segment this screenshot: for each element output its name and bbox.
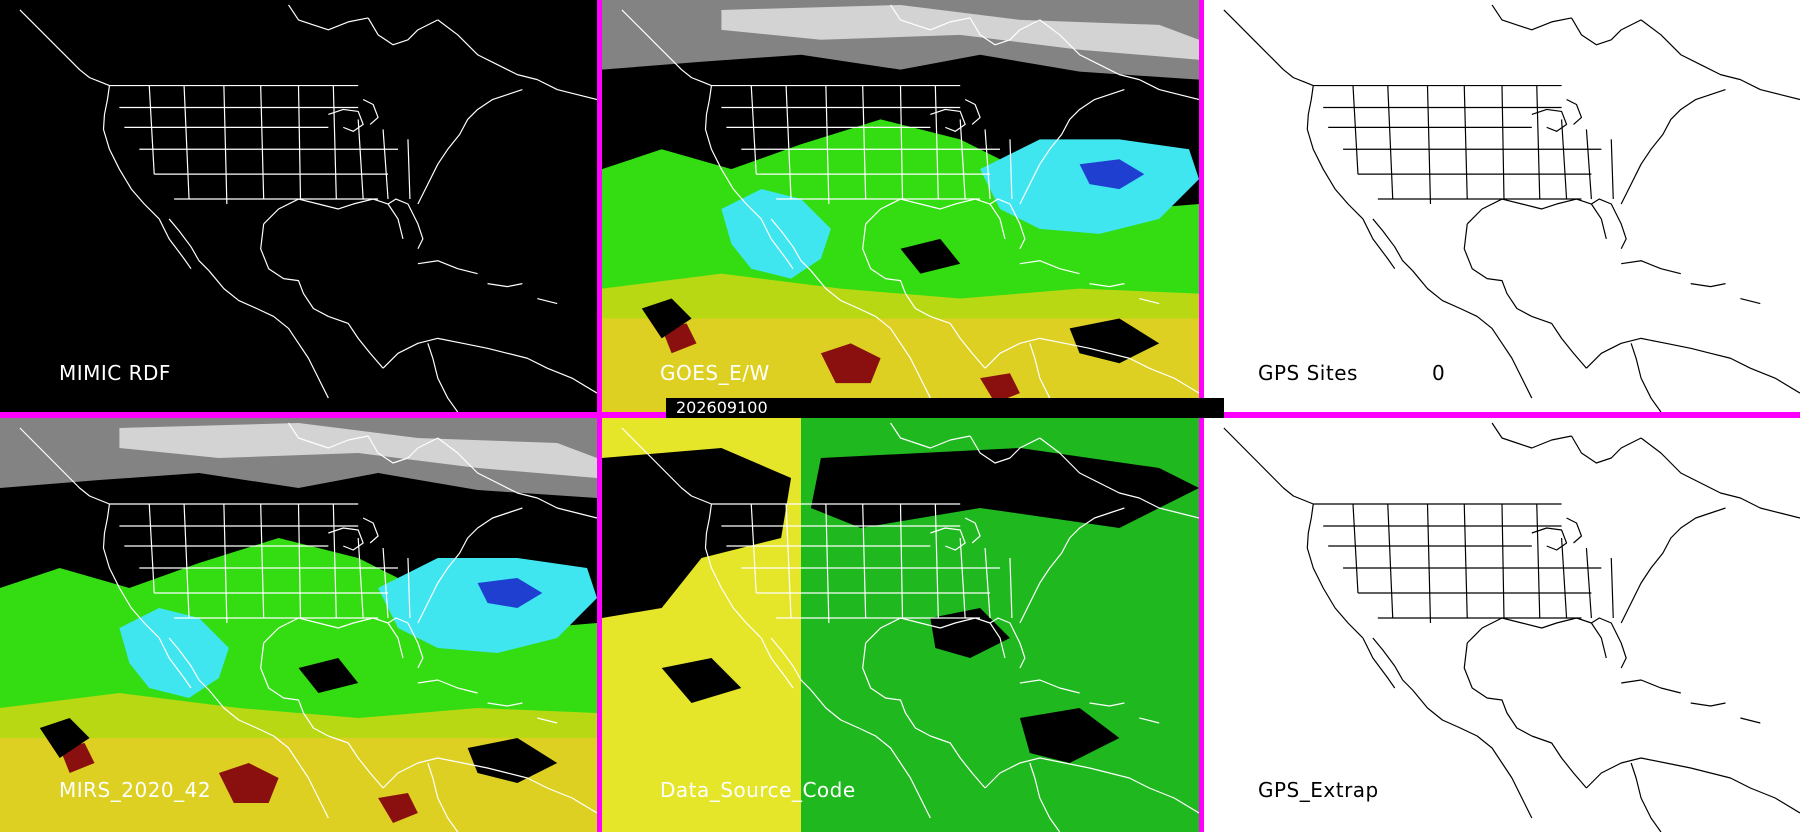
panel-label: MIMIC RDF <box>59 361 171 385</box>
panel-goes-ew: GOES_E/W <box>602 0 1199 412</box>
panel-label: Data_Source_Code <box>660 778 856 802</box>
panel-mirs: MIRS_2020_42 <box>0 418 597 832</box>
panel-gps-sites: GPS Sites 0 <box>1204 0 1800 412</box>
gps-site-count: 0 <box>1432 361 1446 385</box>
map-goes-ew <box>602 0 1199 412</box>
map-mimic-rdf <box>19 4 597 412</box>
panel-label: MIRS_2020_42 <box>59 778 212 802</box>
timestamp-bar: 202609100 <box>666 398 1224 418</box>
map-mirs <box>0 418 597 832</box>
map-gps-extrap <box>1223 422 1800 832</box>
panel-gps-extrap: GPS_Extrap <box>1204 418 1800 832</box>
panel-data-source-code: Data_Source_Code <box>602 418 1199 832</box>
panel-label: GPS_Extrap <box>1258 778 1379 802</box>
panel-mimic-rdf: MIMIC RDF <box>0 0 597 412</box>
panel-label: GOES_E/W <box>660 361 770 385</box>
panel-label: GPS Sites <box>1258 361 1358 385</box>
map-data-source-code <box>602 418 1199 832</box>
map-gps-sites <box>1223 4 1800 412</box>
